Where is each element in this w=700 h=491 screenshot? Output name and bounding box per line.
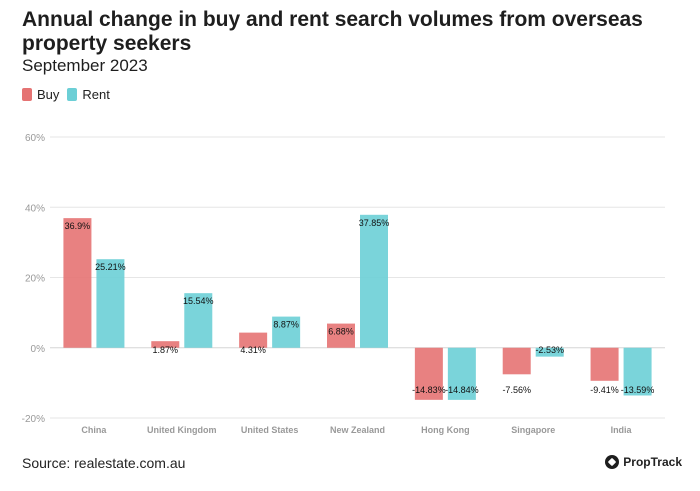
legend-label-buy: Buy <box>37 87 60 102</box>
bar-rent <box>360 214 388 348</box>
y-tick-label: 40% <box>25 203 45 214</box>
data-label-buy: 1.87% <box>153 345 179 355</box>
y-tick-label: 0% <box>31 344 46 355</box>
bar-buy <box>414 347 443 400</box>
legend-label-rent: Rent <box>82 87 110 102</box>
x-category-label: United States <box>241 425 299 435</box>
data-label-buy: 4.31% <box>240 345 266 355</box>
bar-buy <box>502 347 531 375</box>
bar-buy <box>151 341 180 348</box>
bar-buy <box>239 332 268 348</box>
data-label-rent: -13.59% <box>621 385 655 395</box>
data-label-rent: 25.21% <box>95 262 126 272</box>
bar-rent <box>535 347 564 357</box>
data-label-buy: -7.56% <box>502 385 531 395</box>
data-label-rent: 8.87% <box>273 320 299 330</box>
data-label-rent: 15.54% <box>183 296 214 306</box>
x-category-label: China <box>81 425 107 435</box>
data-label-rent: -2.53% <box>535 345 564 355</box>
data-label-buy: -14.83% <box>412 385 446 395</box>
y-tick-label: -20% <box>22 414 45 425</box>
chart-subtitle: September 2023 <box>22 56 148 75</box>
proptrack-logo-text: PropTrack <box>623 455 682 469</box>
bar-rent <box>623 347 652 396</box>
legend: Buy Rent <box>22 87 118 102</box>
bar-buy <box>590 347 619 381</box>
data-label-buy: -9.41% <box>590 385 619 395</box>
bar-rent <box>447 347 476 400</box>
bar-rent <box>272 316 301 348</box>
bar-buy <box>63 218 92 348</box>
x-category-label: India <box>611 425 633 435</box>
y-tick-label: 60% <box>25 133 45 144</box>
data-label-rent: 37.85% <box>359 218 390 228</box>
bar-buy <box>327 323 355 348</box>
y-tick-label: 20% <box>25 274 45 285</box>
chart-title: Annual change in buy and rent search vol… <box>22 8 643 55</box>
x-category-label: New Zealand <box>330 425 385 435</box>
data-label-rent: -14.84% <box>445 385 479 395</box>
bar-rent <box>96 259 125 348</box>
legend-item-rent: Rent <box>67 87 110 102</box>
legend-swatch-buy <box>22 88 32 101</box>
source-note: Source: realestate.com.au <box>22 455 186 471</box>
x-category-label: United Kingdom <box>147 425 217 435</box>
data-label-buy: 6.88% <box>328 327 354 337</box>
legend-item-buy: Buy <box>22 87 59 102</box>
bar-rent <box>184 293 213 348</box>
data-label-buy: 36.9% <box>65 221 91 231</box>
legend-swatch-rent <box>67 88 78 101</box>
x-category-label: Hong Kong <box>421 425 470 435</box>
proptrack-logo: PropTrack <box>605 455 682 469</box>
proptrack-logo-icon <box>605 455 620 469</box>
x-category-label: Singapore <box>511 425 555 435</box>
